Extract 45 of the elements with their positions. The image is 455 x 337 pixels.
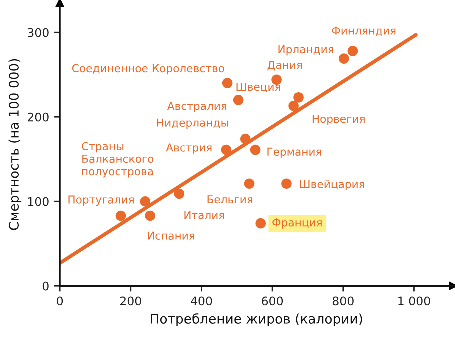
point (348, 46, 358, 56)
x-axis-title: Потребление жиров (калории) (151, 314, 362, 327)
point (145, 210, 156, 222)
y-tick-label: 100 (28, 197, 49, 206)
point (288, 100, 299, 112)
point (233, 95, 244, 106)
point (256, 218, 266, 229)
annotation: Австралия (167, 102, 227, 112)
x-tick-label: 1 000 (398, 296, 430, 306)
x-tick-label: 0 (57, 296, 64, 306)
annotation: Германия (268, 148, 322, 158)
annotation: Швеция (236, 83, 280, 92)
annotation: Италия (184, 211, 224, 220)
x-tick-label: 600 (262, 296, 284, 306)
point (250, 144, 261, 156)
annotation: Страны Балканского полуострова (82, 142, 154, 178)
point (240, 134, 251, 144)
point (294, 92, 304, 103)
annotation: Португалия (68, 196, 134, 206)
point (282, 178, 292, 190)
annotation: Ирландия (278, 46, 334, 56)
x-tick-label: 400 (191, 296, 212, 306)
y-tick-label: 300 (28, 28, 49, 38)
annotation: Австрия (166, 144, 212, 154)
point (116, 210, 126, 222)
x-tick-label: 200 (120, 296, 142, 306)
annotation: Бельгия (208, 196, 252, 204)
annotation: Нидерланды (157, 118, 228, 130)
y-axis-title: Смертность (на 100 000) (8, 59, 22, 230)
annotation: Дания (268, 61, 302, 71)
y-tick-label: 200 (28, 112, 49, 122)
point (140, 196, 151, 207)
annotation: Швейцария (300, 180, 364, 190)
annotation: Соединенное Королевство (72, 64, 224, 75)
point (174, 188, 185, 200)
x-tick-label: 800 (332, 296, 354, 306)
point (244, 178, 255, 190)
point (222, 78, 233, 88)
y-tick-label: 0 (42, 282, 49, 291)
point (221, 144, 232, 156)
annotation: Норвегия (312, 115, 365, 126)
annotation: Финляндия (332, 26, 396, 36)
annotation: Франция (272, 218, 322, 229)
point (338, 54, 350, 64)
annotation: Испания (148, 232, 194, 240)
